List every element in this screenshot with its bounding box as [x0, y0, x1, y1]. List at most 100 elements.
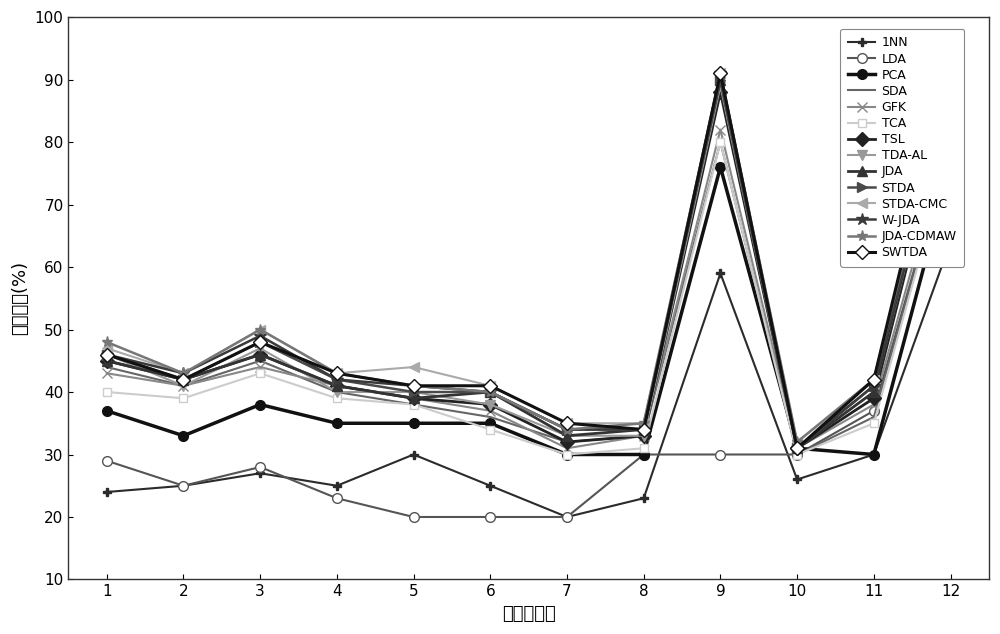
TCA: [101, 388, 113, 396]
JDA-CDMAW: [484, 388, 496, 396]
SDA: [484, 413, 496, 421]
GFK: [408, 394, 420, 402]
SWTDA: [714, 70, 726, 77]
SDA: [714, 138, 726, 146]
TDA-AL: [561, 432, 573, 439]
JDA: [408, 394, 420, 402]
LDA: [791, 451, 803, 458]
TCA: [714, 138, 726, 146]
JDA: [638, 425, 650, 433]
STDA-CMC: [868, 376, 880, 384]
STDA-CMC: [177, 370, 189, 377]
TDA-AL: [714, 82, 726, 89]
JDA: [177, 376, 189, 384]
1NN: [945, 238, 957, 246]
TSL: [101, 357, 113, 365]
LDA: [331, 495, 343, 502]
STDA: [945, 76, 957, 84]
W-JDA: [101, 351, 113, 358]
PCA: [101, 407, 113, 415]
TDA-AL: [254, 344, 266, 352]
GFK: [331, 382, 343, 389]
1NN: [177, 482, 189, 489]
SWTDA: [945, 57, 957, 65]
JDA-CDMAW: [408, 382, 420, 389]
W-JDA: [868, 382, 880, 389]
TCA: [638, 444, 650, 452]
PCA: [638, 451, 650, 458]
Line: TDA-AL: TDA-AL: [102, 81, 955, 453]
LDA: [945, 138, 957, 146]
STDA-CMC: [484, 382, 496, 389]
SDA: [791, 451, 803, 458]
SWTDA: [868, 376, 880, 384]
TCA: [484, 425, 496, 433]
SDA: [254, 357, 266, 365]
STDA-CMC: [945, 70, 957, 77]
STDA-CMC: [638, 420, 650, 427]
PCA: [177, 432, 189, 439]
TSL: [638, 432, 650, 439]
1NN: [484, 482, 496, 489]
LDA: [484, 513, 496, 521]
JDA: [331, 382, 343, 389]
1NN: [714, 269, 726, 277]
1NN: [791, 476, 803, 483]
GFK: [561, 444, 573, 452]
SWTDA: [408, 382, 420, 389]
LDA: [638, 451, 650, 458]
SWTDA: [177, 376, 189, 384]
TDA-AL: [638, 432, 650, 439]
Line: STDA: STDA: [102, 75, 955, 453]
JDA-CDMAW: [638, 420, 650, 427]
STDA: [177, 376, 189, 384]
GFK: [868, 401, 880, 408]
PCA: [331, 420, 343, 427]
LDA: [101, 457, 113, 465]
1NN: [408, 451, 420, 458]
W-JDA: [791, 444, 803, 452]
STDA-CMC: [101, 344, 113, 352]
STDA-CMC: [408, 363, 420, 371]
JDA-CDMAW: [101, 338, 113, 346]
Line: GFK: GFK: [102, 125, 955, 453]
TSL: [331, 382, 343, 389]
SDA: [408, 401, 420, 408]
Line: PCA: PCA: [102, 162, 955, 460]
STDA-CMC: [561, 420, 573, 427]
SDA: [101, 363, 113, 371]
SDA: [331, 388, 343, 396]
JDA: [868, 388, 880, 396]
SWTDA: [484, 382, 496, 389]
Legend: 1NN, LDA, PCA, SDA, GFK, TCA, TSL, TDA-AL, JDA, STDA, STDA-CMC, W-JDA, JDA-CDMAW: 1NN, LDA, PCA, SDA, GFK, TCA, TSL, TDA-A…: [840, 29, 964, 267]
JDA-CDMAW: [945, 70, 957, 77]
LDA: [561, 513, 573, 521]
1NN: [331, 482, 343, 489]
JDA: [101, 357, 113, 365]
Line: TSL: TSL: [102, 87, 955, 453]
Line: JDA-CDMAW: JDA-CDMAW: [101, 68, 956, 448]
SWTDA: [791, 444, 803, 452]
W-JDA: [177, 370, 189, 377]
TCA: [331, 394, 343, 402]
W-JDA: [714, 70, 726, 77]
SWTDA: [254, 338, 266, 346]
GFK: [714, 126, 726, 133]
SDA: [561, 438, 573, 446]
TSL: [714, 88, 726, 96]
JDA: [254, 351, 266, 358]
TDA-AL: [484, 401, 496, 408]
SWTDA: [638, 425, 650, 433]
PCA: [791, 444, 803, 452]
Line: SWTDA: SWTDA: [102, 56, 955, 453]
GFK: [177, 382, 189, 389]
JDA-CDMAW: [791, 438, 803, 446]
GFK: [484, 407, 496, 415]
SDA: [638, 432, 650, 439]
STDA: [254, 338, 266, 346]
TSL: [561, 438, 573, 446]
Line: JDA: JDA: [102, 75, 955, 453]
TSL: [254, 351, 266, 358]
W-JDA: [408, 382, 420, 389]
GFK: [638, 432, 650, 439]
